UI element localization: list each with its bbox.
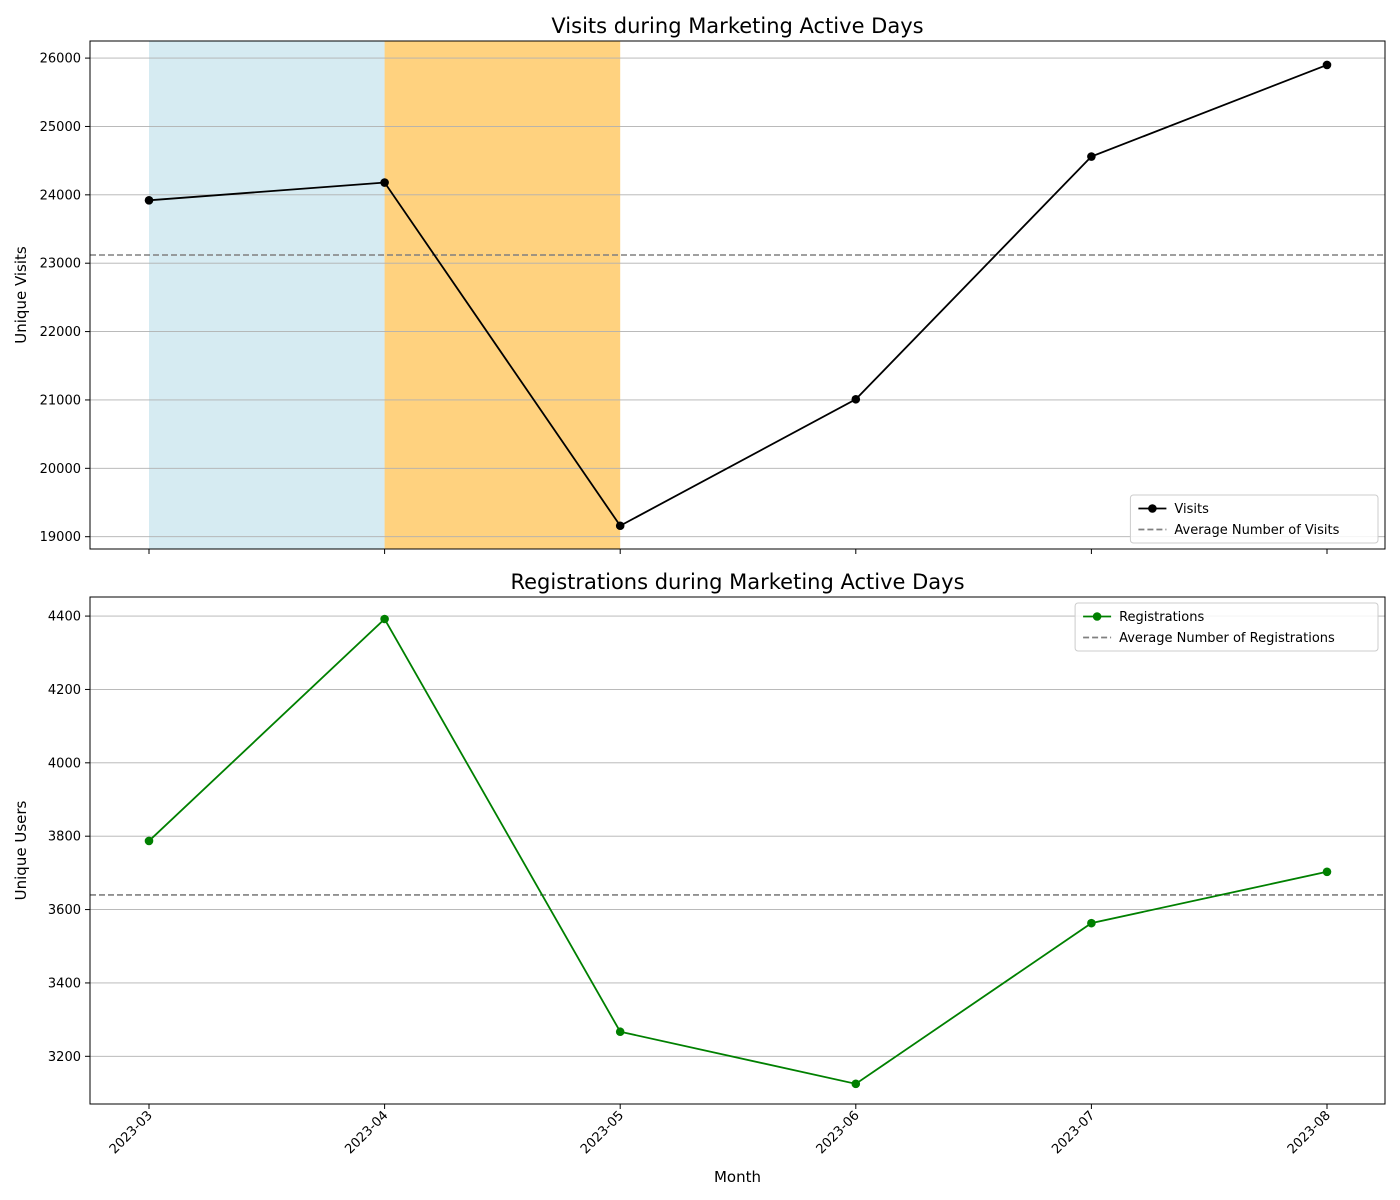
data-point — [1087, 152, 1096, 161]
data-point — [380, 178, 389, 187]
y-tick-label: 3200 — [48, 1050, 81, 1065]
series-line-registrations — [148, 617, 1328, 1085]
y-tick-label: 19000 — [40, 530, 81, 545]
axes-frame — [89, 596, 1386, 1105]
y-tick-label: 24000 — [40, 188, 81, 203]
data-point — [144, 196, 154, 205]
y-axis-label: Unique Users — [12, 800, 30, 900]
highlight-span — [384, 41, 621, 549]
x-tick-label: 2023-03 — [107, 1108, 156, 1157]
y-tick-label: 3800 — [48, 830, 81, 845]
y-tick-label: 4200 — [48, 683, 81, 698]
y-tick-label: 21000 — [40, 393, 81, 408]
y-axis-label: Unique Visits — [12, 246, 30, 344]
data-point — [1087, 918, 1096, 928]
legend-item: Registrations — [1083, 610, 1204, 625]
legend-box — [1074, 602, 1379, 652]
data-point — [851, 394, 861, 404]
data-point — [615, 521, 625, 531]
data-point — [1322, 60, 1332, 70]
legend-marker — [1148, 504, 1157, 513]
y-tick-label: 4000 — [48, 756, 81, 771]
series-line-visits — [148, 64, 1328, 527]
y-tick-label: 3600 — [48, 903, 81, 918]
legend-box — [1129, 494, 1379, 544]
x-tick-label: 2023-04 — [342, 1108, 391, 1157]
chart-panel-2: 3200 3400 3600 3800 4000 4200 4400 2023-03 2023-… — [12, 570, 1386, 1186]
x-tick-label: 2023-06 — [814, 1108, 863, 1157]
legend-label: Registrations — [1119, 610, 1204, 625]
data-point — [380, 614, 389, 624]
chart-title: Visits during Marketing Active Days — [551, 14, 923, 38]
legend-label: Average Number of Registrations — [1119, 631, 1335, 646]
legend-label: Visits — [1174, 502, 1209, 517]
data-point — [851, 1079, 861, 1089]
y-tick-label: 20000 — [40, 462, 81, 477]
y-tick-label: 26000 — [40, 52, 81, 67]
y-tick-label: 4400 — [48, 610, 81, 625]
x-tick-label: 2023-07 — [1049, 1108, 1098, 1157]
axes-frame — [89, 40, 1386, 550]
legend: Registrations Average Number of Registrat… — [1074, 602, 1379, 652]
legend-item: Average Number of Registrations — [1083, 631, 1335, 646]
x-tick-label: 2023-08 — [1285, 1108, 1334, 1157]
y-tick-label: 22000 — [40, 325, 81, 340]
y-tick-label: 3400 — [48, 976, 81, 991]
data-point — [615, 1027, 625, 1037]
chart-panel-1: 19000 20000 21000 22000 23000 24000 25000 26000… — [12, 14, 1386, 554]
data-point — [1322, 867, 1332, 877]
y-tick-label: 25000 — [40, 120, 81, 135]
legend-item: Visits — [1138, 502, 1209, 517]
x-tick-label: 2023-05 — [578, 1108, 627, 1157]
y-tick-label: 23000 — [40, 257, 81, 272]
legend: Visits Average Number of Visits — [1129, 494, 1379, 544]
data-point — [144, 836, 154, 846]
chart-title: Registrations during Marketing Active Da… — [510, 570, 964, 594]
highlight-span — [149, 41, 385, 549]
x-axis-label: Month — [714, 1168, 761, 1186]
legend-marker — [1092, 612, 1102, 621]
legend-item: Average Number of Visits — [1138, 523, 1340, 538]
legend-label: Average Number of Visits — [1174, 523, 1339, 538]
